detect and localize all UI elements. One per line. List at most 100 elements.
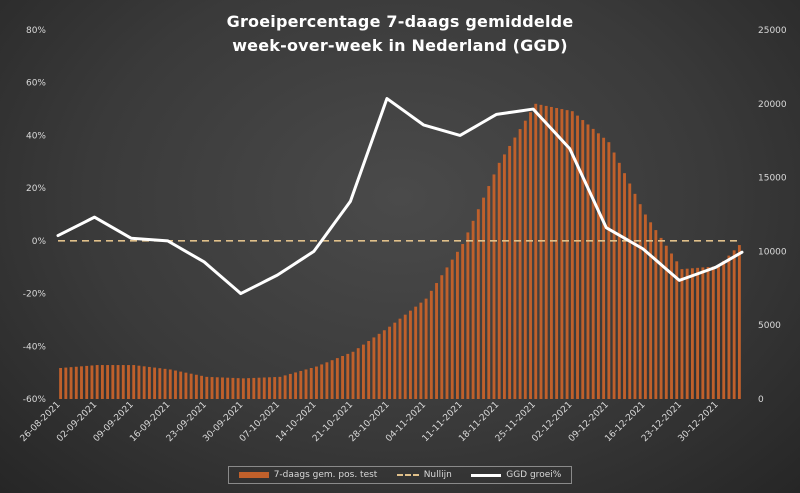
chart-title-line2: week-over-week in Nederland (GGD) (232, 36, 568, 55)
bar-mark (325, 362, 329, 399)
bar-mark (184, 372, 188, 399)
bar-mark (513, 137, 517, 400)
bar-mark (127, 365, 130, 399)
bar-mark (549, 106, 553, 400)
legend-swatch-nullijn (396, 474, 419, 476)
bar-mark (153, 367, 157, 399)
bar-mark (346, 353, 350, 399)
bar-mark (174, 370, 177, 399)
bar-mark (701, 267, 705, 399)
bar-mark (142, 366, 146, 399)
bar-mark (241, 378, 245, 399)
bar-mark (560, 109, 564, 399)
bar-mark (602, 137, 606, 399)
bar-mark (649, 222, 653, 399)
growth-line (56, 97, 744, 296)
bar-mark (565, 110, 569, 399)
bar-mark (137, 365, 141, 399)
bar-mark (523, 120, 527, 400)
bar-mark (335, 358, 339, 399)
right-axis-tick-label: 0 (758, 395, 764, 405)
bar-mark (268, 377, 271, 399)
bar-mark (330, 360, 334, 399)
bar-mark (74, 366, 78, 399)
bar-mark (456, 251, 459, 399)
bar-mark (320, 364, 324, 399)
bar-mark (628, 183, 632, 399)
bar-mark (393, 322, 397, 399)
bar-mark (534, 103, 538, 400)
bar-mark (727, 255, 731, 399)
bar-mark (247, 378, 251, 399)
bar-mark (210, 377, 214, 399)
bar-mark (617, 162, 621, 399)
bar-mark (591, 128, 595, 399)
bar-mark (419, 302, 423, 399)
bar-mark (294, 372, 298, 399)
bar-mark (435, 283, 438, 399)
bar-mark (273, 377, 277, 399)
left-axis-tick-label: 0% (32, 237, 47, 247)
left-axis-tick-label: -20% (23, 290, 47, 300)
bar-mark (518, 129, 522, 399)
legend-label-bars: 7-daags gem. pos. test (273, 470, 378, 480)
bar-mark (90, 365, 94, 399)
left-axis-tick-label: 80% (26, 26, 46, 36)
bar-mark (555, 108, 559, 400)
bar-mark (205, 376, 209, 399)
bar-mark (732, 250, 736, 399)
bar-mark (445, 267, 449, 399)
bar-mark (80, 366, 83, 399)
bar-mark (706, 267, 710, 399)
bar-mark (221, 377, 224, 399)
bar-mark (288, 373, 292, 399)
bar-mark (492, 174, 496, 399)
bar-mark (304, 369, 308, 399)
bar-mark (711, 266, 715, 399)
bar-mark (257, 377, 261, 399)
bar-mark (440, 275, 444, 399)
chart-title-line1: Groeipercentage 7-daags gemiddelde (226, 12, 574, 31)
bar-mark (236, 378, 240, 399)
bar-mark (403, 314, 407, 399)
bar-mark (450, 259, 454, 399)
bar-mark (388, 326, 391, 399)
bar-mark (612, 152, 616, 399)
bar-mark (633, 193, 637, 399)
bar-mark (121, 365, 125, 399)
bar-mark (539, 104, 543, 399)
bar-mark (570, 111, 574, 400)
bar-mark (179, 371, 183, 399)
bar-mark (200, 375, 204, 399)
bar-mark (351, 351, 355, 399)
bar-mark (64, 367, 68, 399)
bar-mark (670, 253, 673, 399)
bar-mark (315, 366, 318, 399)
bar-mark (262, 377, 266, 399)
bar-mark (194, 374, 198, 399)
bar-mark (356, 348, 360, 399)
bar-mark (696, 267, 700, 399)
bar-mark (398, 318, 402, 399)
legend-item-nullijn: Nullijn (396, 470, 452, 480)
bar-mark (675, 261, 679, 399)
right-axis-tick-label: 10000 (758, 247, 787, 257)
bar-mark (168, 369, 172, 399)
bar-mark (576, 115, 579, 400)
bar-mark (85, 365, 89, 399)
bar-mark (59, 368, 63, 399)
bar-mark (409, 310, 412, 399)
bar-mark (722, 260, 726, 399)
bar-mark (309, 368, 313, 399)
bar-mark (215, 377, 219, 399)
bar-mark (737, 245, 741, 399)
right-axis-tick-label: 20000 (758, 100, 787, 110)
right-axis-tick-label: 5000 (758, 321, 781, 331)
bar-mark (106, 365, 110, 399)
bar-mark (529, 112, 532, 399)
bar-mark (147, 366, 151, 399)
bar-mark (429, 290, 433, 399)
bar-mark (341, 355, 344, 399)
bar-mark (466, 232, 470, 399)
